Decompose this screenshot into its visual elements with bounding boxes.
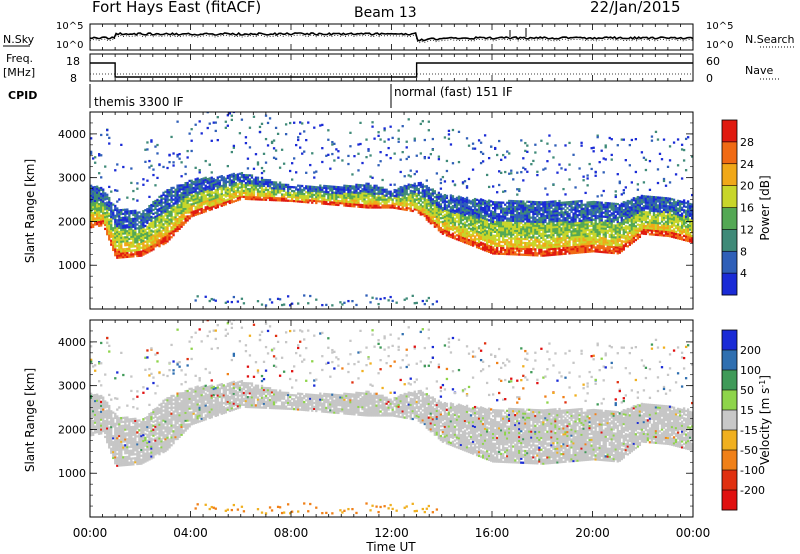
velocity-colorbar-tick: -100 bbox=[740, 464, 765, 477]
velocity-y-axis: 1000 2000 3000 4000 bbox=[58, 330, 693, 507]
freq-unit-label: [MHz] bbox=[3, 66, 35, 79]
freq-trace bbox=[90, 62, 693, 78]
power-y-axis: 1000 2000 3000 4000 bbox=[58, 122, 693, 299]
velocity-y-tick-label: 1000 bbox=[58, 467, 86, 480]
nave-label: Nave bbox=[745, 64, 773, 77]
power-colorbar-tick: 12 bbox=[740, 223, 754, 236]
station-title: Fort Hays East (fitACF) bbox=[92, 0, 261, 16]
velocity-colorbar-tick: 200 bbox=[740, 344, 761, 357]
velocity-data bbox=[90, 320, 693, 515]
beam-title: Beam 13 bbox=[354, 5, 417, 21]
cpid-segment-1: themis 3300 IF bbox=[94, 95, 184, 109]
date-title: 22/Jan/2015 bbox=[590, 0, 681, 16]
power-colorbar-tick: 28 bbox=[740, 136, 754, 149]
x-tick-label: 16:00 bbox=[475, 526, 510, 540]
x-tick-label: 20:00 bbox=[575, 526, 610, 540]
power-colorbar-tick: 24 bbox=[740, 158, 754, 171]
noise-panel: N.Sky N.Search 10^5 10^0 10^5 10^0 bbox=[3, 21, 795, 51]
power-colorbar: 4 8 12 16 20 24 28 bbox=[721, 119, 754, 296]
power-colorbar-tick: 20 bbox=[740, 180, 754, 193]
freq-tick-low: 8 bbox=[70, 72, 77, 85]
velocity-colorbar-tick: 100 bbox=[740, 364, 761, 377]
time-axis: 00:00 04:00 08:00 12:00 16:00 20:00 00:00 bbox=[73, 24, 711, 540]
freq-label: Freq. bbox=[6, 52, 33, 65]
nave-tick-high: 60 bbox=[706, 55, 720, 68]
velocity-colorbar-tick: -200 bbox=[740, 484, 765, 497]
nave-tick-low: 0 bbox=[706, 72, 713, 85]
power-y-tick-label: 2000 bbox=[58, 215, 86, 228]
velocity-y-tick-label: 4000 bbox=[58, 336, 86, 349]
velocity-colorbar-tick: -50 bbox=[740, 444, 758, 457]
velocity-y-tick-label: 3000 bbox=[58, 380, 86, 393]
power-colorbar-label: Power [dB] bbox=[758, 175, 772, 240]
power-y-tick-label: 4000 bbox=[58, 128, 86, 141]
velocity-y-tick-label: 2000 bbox=[58, 423, 86, 436]
x-tick-label: 00:00 bbox=[73, 526, 108, 540]
velocity-colorbar: 200 100 50 15 -15 -50 -100 -200 bbox=[721, 329, 765, 511]
freq-tick-high: 18 bbox=[66, 55, 80, 68]
nsky-label: N.Sky bbox=[3, 33, 35, 46]
power-panel: 1000 2000 3000 4000 Slant Range [km] 4 8 12 16… bbox=[23, 111, 772, 310]
cpid-label: CPID bbox=[8, 89, 37, 102]
power-colorbar-tick: 16 bbox=[740, 202, 754, 215]
velocity-colorbar-label: Velocity [m s-1] bbox=[758, 375, 773, 465]
power-colorbar-tick: 8 bbox=[740, 245, 747, 258]
noise-tick-high: 10^5 bbox=[56, 21, 83, 32]
power-colorbar-tick: 4 bbox=[740, 267, 747, 280]
noise-tick-low-right: 10^0 bbox=[706, 40, 733, 51]
velocity-colorbar-tick: -15 bbox=[740, 424, 758, 437]
cpid-row: CPID themis 3300 IF normal (fast) 151 IF bbox=[8, 84, 513, 109]
power-data bbox=[90, 112, 693, 307]
velocity-colorbar-tick: 50 bbox=[740, 384, 754, 397]
power-y-tick-label: 1000 bbox=[58, 259, 86, 272]
velocity-panel: 1000 2000 3000 4000 Slant Range [km] 200 100… bbox=[23, 319, 773, 518]
cpid-segment-2: normal (fast) 151 IF bbox=[394, 85, 513, 99]
velocity-colorbar-tick: 15 bbox=[740, 404, 754, 417]
noise-tick-low: 10^0 bbox=[56, 40, 83, 51]
power-ylabel: Slant Range [km] bbox=[23, 159, 37, 263]
x-tick-label: 00:00 bbox=[676, 526, 711, 540]
x-tick-label: 12:00 bbox=[374, 526, 409, 540]
x-tick-label: 08:00 bbox=[274, 526, 309, 540]
noise-trace bbox=[89, 28, 694, 44]
noise-tick-high-right: 10^5 bbox=[706, 21, 733, 32]
velocity-ylabel: Slant Range [km] bbox=[23, 368, 37, 472]
xlabel: Time UT bbox=[365, 540, 416, 554]
nsearch-label: N.Search bbox=[745, 33, 795, 46]
x-tick-label: 04:00 bbox=[173, 526, 208, 540]
power-y-tick-label: 3000 bbox=[58, 172, 86, 185]
